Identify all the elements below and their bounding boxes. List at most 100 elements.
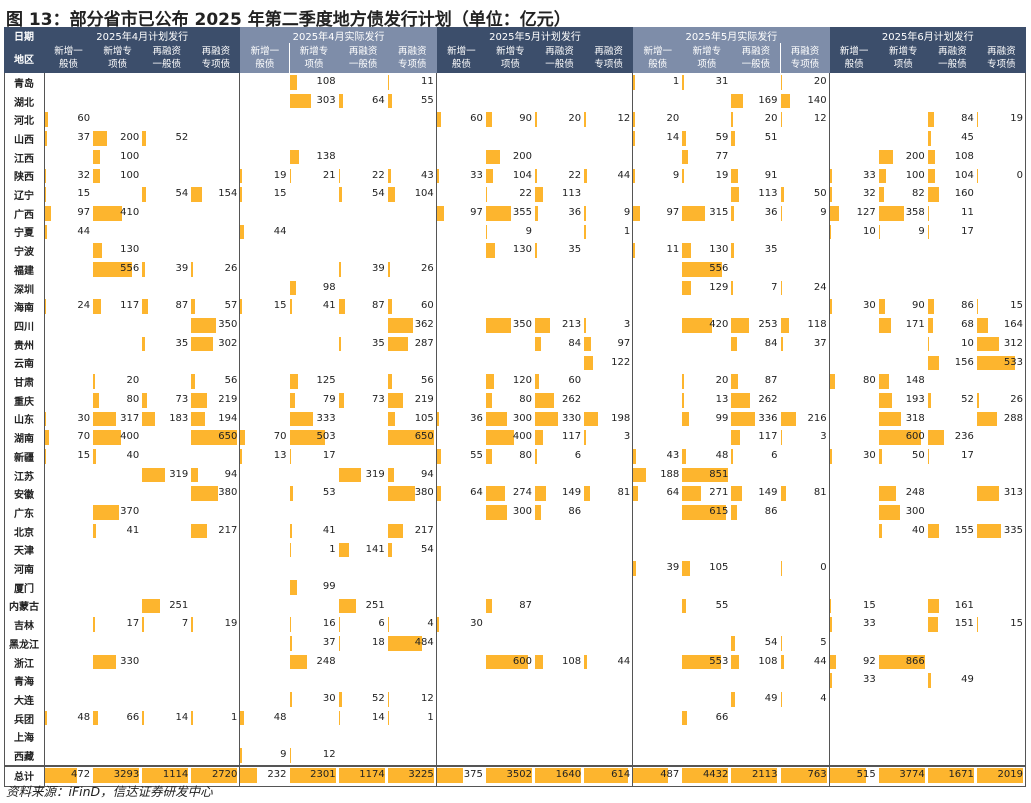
table-cell bbox=[682, 578, 731, 597]
table-cell bbox=[142, 484, 191, 503]
table-cell: 40 bbox=[878, 522, 928, 541]
table-cell: 54 bbox=[731, 634, 780, 653]
table-cell: 4 bbox=[387, 615, 437, 634]
value-bar bbox=[93, 392, 99, 408]
table-cell bbox=[339, 522, 388, 541]
value-bar bbox=[927, 673, 932, 689]
value-label: 30 bbox=[470, 618, 483, 630]
table-cell: 108 bbox=[535, 653, 584, 672]
value-label: 33 bbox=[862, 169, 876, 181]
table-cell bbox=[486, 709, 535, 728]
region-label: 青海 bbox=[14, 677, 34, 689]
table-cell bbox=[191, 148, 240, 167]
table-cell: 271 bbox=[682, 484, 731, 503]
value-bar bbox=[927, 336, 930, 352]
value-label: 6 bbox=[574, 450, 582, 461]
table-cell: 1 bbox=[191, 709, 240, 728]
table-cell bbox=[240, 466, 289, 485]
value-label: 36 bbox=[470, 412, 483, 424]
table-cell: 60 bbox=[387, 297, 437, 316]
value-bar bbox=[878, 224, 881, 240]
value-bar bbox=[731, 131, 735, 146]
value-bar bbox=[387, 392, 404, 408]
table-cell: 36 bbox=[535, 204, 584, 223]
region-label: 河北 bbox=[14, 116, 34, 128]
value-bar bbox=[927, 299, 934, 315]
value-label: 251 bbox=[365, 599, 385, 611]
table-cell bbox=[781, 148, 830, 167]
table-cell bbox=[928, 73, 977, 92]
table-cell bbox=[388, 746, 437, 765]
table-cell bbox=[977, 204, 1026, 223]
value-label: 24 bbox=[813, 281, 827, 293]
value-bar bbox=[289, 617, 291, 632]
table-cell: 57 bbox=[191, 297, 240, 316]
table-cell bbox=[240, 503, 289, 522]
value-bar bbox=[878, 392, 893, 408]
table-cell bbox=[830, 709, 879, 728]
value-bar bbox=[289, 374, 299, 389]
header-group-4: 2025年5月实际发行 bbox=[633, 27, 830, 43]
region-label: 山东 bbox=[14, 415, 34, 427]
table-cell: 375 bbox=[436, 766, 486, 785]
table-cell bbox=[44, 372, 93, 391]
value-label: 48 bbox=[715, 450, 729, 461]
table-cell bbox=[388, 223, 437, 242]
table-cell: 130 bbox=[93, 241, 142, 260]
table-cell bbox=[486, 354, 535, 373]
value-bar bbox=[976, 411, 998, 427]
table-cell bbox=[388, 559, 437, 578]
value-bar bbox=[878, 318, 891, 333]
value-label: 12 bbox=[617, 113, 631, 125]
value-label: 117 bbox=[120, 300, 140, 312]
value-label: 3 bbox=[623, 431, 631, 443]
table-cell bbox=[339, 241, 388, 260]
value-label: 17 bbox=[961, 225, 974, 237]
table-cell bbox=[977, 223, 1026, 242]
value-label: 117 bbox=[758, 431, 778, 443]
table-cell bbox=[584, 372, 633, 391]
table-cell: 169 bbox=[731, 92, 780, 111]
table-cell: 41 bbox=[289, 297, 339, 316]
value-label: 100 bbox=[905, 169, 925, 181]
table-cell bbox=[437, 354, 486, 373]
value-label: 138 bbox=[316, 150, 336, 162]
value-bar bbox=[731, 374, 738, 389]
value-label: 763 bbox=[807, 768, 827, 780]
table-cell: 22 bbox=[485, 185, 535, 204]
group-divider bbox=[828, 73, 830, 787]
table-cell bbox=[977, 541, 1026, 560]
value-bar bbox=[289, 692, 292, 707]
value-label: 98 bbox=[322, 281, 336, 293]
table-cell: 64 bbox=[633, 484, 682, 503]
table-cell bbox=[388, 447, 437, 466]
value-label: 3774 bbox=[899, 768, 925, 780]
table-cell bbox=[437, 129, 486, 148]
table-cell bbox=[633, 653, 682, 672]
table-cell bbox=[682, 354, 731, 373]
value-bar bbox=[93, 767, 140, 783]
bond-issuance-table: 日期 地区 2025年4月计划发行 2025年4月实际发行 2025年5月计划发行 2… bbox=[4, 27, 1026, 787]
table-cell bbox=[93, 73, 142, 92]
table-cell bbox=[191, 167, 240, 186]
value-bar bbox=[731, 411, 756, 427]
value-bar bbox=[584, 112, 586, 128]
value-bar bbox=[93, 411, 116, 427]
table-cell: 319 bbox=[338, 466, 388, 485]
table-cell bbox=[44, 335, 93, 354]
table-cell bbox=[240, 653, 289, 672]
table-cell: 556 bbox=[93, 260, 142, 279]
table-cell bbox=[142, 316, 191, 335]
table-cell bbox=[535, 709, 584, 728]
value-bar bbox=[976, 336, 999, 352]
table-cell: 108 bbox=[289, 73, 339, 92]
value-bar bbox=[584, 318, 586, 333]
table-cell: 216 bbox=[780, 410, 830, 429]
table-cell: 97 bbox=[44, 204, 93, 223]
table-cell bbox=[142, 428, 191, 447]
value-bar bbox=[829, 205, 839, 221]
table-cell bbox=[44, 316, 93, 335]
table-cell bbox=[240, 316, 289, 335]
value-label: 73 bbox=[371, 393, 385, 405]
value-bar bbox=[93, 243, 103, 258]
